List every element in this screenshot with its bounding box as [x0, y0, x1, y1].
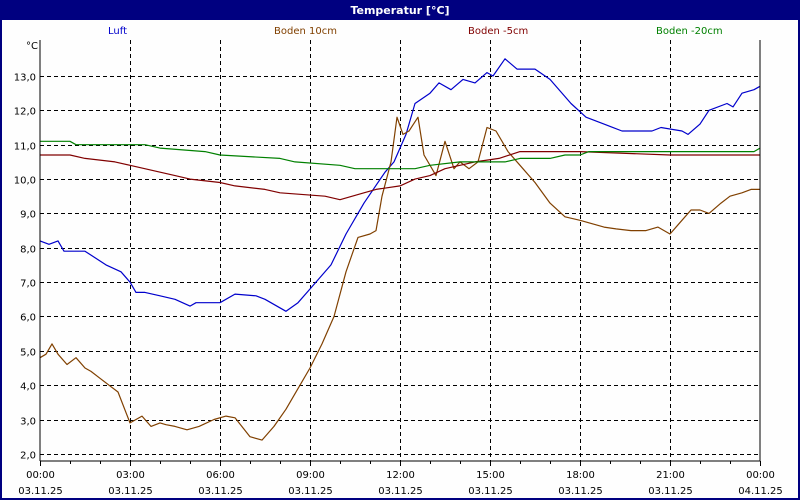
- y-tick-label: 8,0: [20, 245, 36, 256]
- y-tick-label: 12,0: [14, 107, 36, 118]
- legend-luft: Luft: [108, 26, 127, 37]
- y-tick-label: 13,0: [14, 73, 36, 84]
- x-tick-time: 00:00: [26, 470, 55, 481]
- x-tick-date: 04.11.25: [738, 486, 783, 497]
- y-tick-label: 9,0: [20, 210, 36, 221]
- x-tick-date: 03.11.25: [18, 486, 63, 497]
- x-tick-date: 03.11.25: [288, 486, 333, 497]
- x-tick-date: 03.11.25: [648, 486, 693, 497]
- x-tick-time: 06:00: [206, 470, 235, 481]
- y-axis: 2,0 3,0 4,0 5,0 6,0 7,0 8,0 9,0 10,0 11,0 12,0 13,0: [14, 73, 36, 462]
- data-series: [39, 58, 761, 441]
- x-tick-date: 03.11.25: [198, 486, 243, 497]
- y-tick-label: 3,0: [20, 417, 36, 428]
- legend-boden-20cm: Boden -20cm: [656, 26, 723, 37]
- series-line-boden-5cm: [40, 151, 760, 201]
- x-tick-time: 03:00: [116, 470, 145, 481]
- series-line-luft: [39, 58, 761, 312]
- legend-boden-5cm: Boden -5cm: [468, 26, 529, 37]
- x-tick-date: 03.11.25: [108, 486, 153, 497]
- x-axis: 00:00 03.11.25 03:00 03.11.25 06:00 03.11.25 0…: [18, 461, 783, 497]
- series-line-boden-20cm: [40, 140, 761, 170]
- x-tick-date: 03.11.25: [378, 486, 423, 497]
- grid-lines: [40, 40, 760, 461]
- x-tick-time: 15:00: [476, 470, 505, 481]
- y-tick-label: 5,0: [20, 348, 36, 359]
- x-tick-date: 03.11.25: [558, 486, 603, 497]
- x-tick-time: 21:00: [656, 470, 685, 481]
- y-tick-label: 4,0: [20, 382, 36, 393]
- x-tick-time: 09:00: [296, 470, 325, 481]
- y-unit-label: °C: [26, 41, 38, 52]
- x-tick-time: 12:00: [386, 470, 415, 481]
- series-line-boden-10cm: [39, 116, 760, 441]
- y-tick-label: 7,0: [20, 279, 36, 290]
- legend-boden-10cm: Boden 10cm: [274, 26, 337, 37]
- y-tick-label: 11,0: [14, 142, 36, 153]
- y-tick-label: 10,0: [14, 176, 36, 187]
- chart-title: Temperatur [°C]: [2, 2, 798, 20]
- x-tick-time: 00:00: [746, 470, 775, 481]
- y-tick-label: 2,0: [20, 451, 36, 462]
- x-tick-date: 03.11.25: [468, 486, 513, 497]
- y-tick-label: 6,0: [20, 313, 36, 324]
- x-tick-time: 18:00: [566, 470, 595, 481]
